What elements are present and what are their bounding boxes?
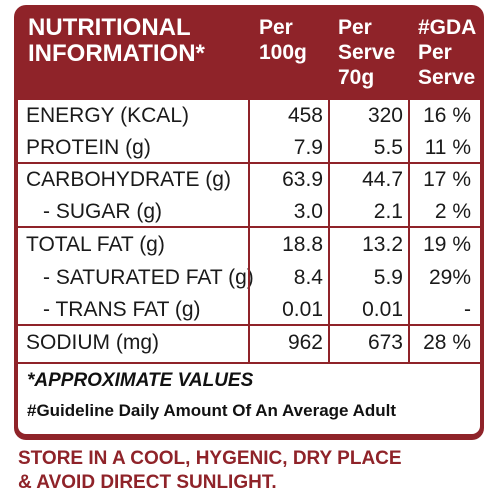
header-per-100g: Per 100g [259,16,307,64]
row-label: - SATURATED FAT (g) [43,266,254,289]
row-label: SODIUM (mg) [26,331,159,354]
table-row-sodium: SODIUM (mg) 962 673 28 % [18,327,480,359]
value-per-serve: 44.7 [362,168,403,191]
value-per-100g: 8.4 [293,266,323,289]
value-gda: - [464,298,471,321]
column-divider [328,100,330,362]
table-title: NUTRITIONAL INFORMATION* [28,14,205,67]
value-per-100g: 962 [287,331,323,354]
approximate-values-note: *APPROXIMATE VALUES [27,370,254,391]
table-row-energy: ENERGY (KCAL) 458 320 16 % [18,100,480,132]
value-per-serve: 0.01 [362,298,403,321]
column-divider [408,100,410,362]
value-per-100g: 63.9 [282,168,323,191]
value-per-100g: 0.01 [282,298,323,321]
value-per-100g: 7.9 [293,136,323,159]
value-per-100g: 3.0 [293,200,323,223]
value-per-serve: 13.2 [362,233,403,256]
header-per-serve: Per Serve 70g [338,16,396,89]
row-label: ENERGY (KCAL) [26,104,189,127]
value-gda: 19 % [423,233,471,256]
value-per-serve: 5.5 [373,136,403,159]
column-divider [248,100,250,362]
nutrition-table: ENERGY (KCAL) 458 320 16 % PROTEIN (g) 7… [18,100,480,362]
row-label: TOTAL FAT (g) [26,233,165,256]
value-per-100g: 458 [287,104,323,127]
value-gda: 2 % [434,200,471,223]
value-per-serve: 320 [367,104,403,127]
table-header: NUTRITIONAL INFORMATION* Per 100g Per Se… [14,5,484,100]
value-gda: 17 % [423,168,471,191]
table-row-carbohydrate: CARBOHYDRATE (g) 63.9 44.7 17 % [18,164,480,196]
row-label: PROTEIN (g) [26,136,151,159]
footnotes: *APPROXIMATE VALUES #Guideline Daily Amo… [18,364,480,434]
table-row-saturated-fat: - SATURATED FAT (g) 8.4 5.9 29% [18,262,480,294]
value-gda: 28 % [423,331,471,354]
header-gda: #GDA Per Serve [418,16,477,89]
value-gda: 29% [428,266,471,289]
value-gda: 16 % [423,104,471,127]
storage-instructions: STORE IN A COOL, HYGENIC, DRY PLACE & AV… [18,448,402,493]
value-gda: 11 % [424,136,471,159]
row-label: - TRANS FAT (g) [43,298,201,321]
row-label: CARBOHYDRATE (g) [26,168,231,191]
value-per-serve: 2.1 [373,200,403,223]
table-row-total-fat: TOTAL FAT (g) 18.8 13.2 19 % [18,229,480,261]
value-per-100g: 18.8 [282,233,323,256]
value-per-serve: 5.9 [373,266,403,289]
value-per-serve: 673 [367,331,403,354]
gda-definition-note: #Guideline Daily Amount Of An Average Ad… [27,401,397,420]
row-label: - SUGAR (g) [43,200,163,223]
